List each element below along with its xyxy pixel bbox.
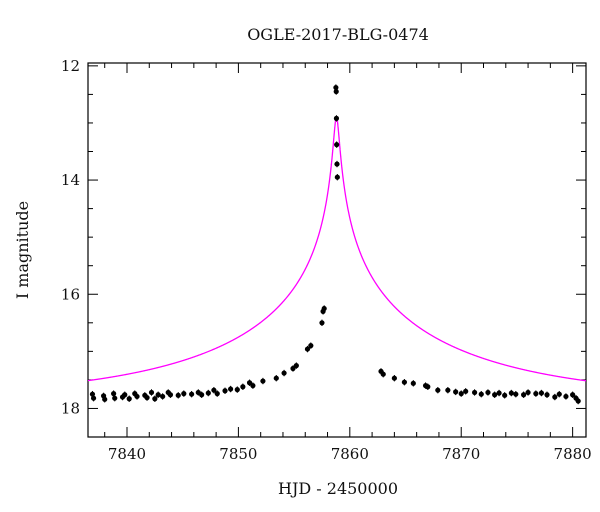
data-point — [211, 387, 217, 393]
data-point — [240, 384, 246, 390]
data-point — [160, 393, 166, 400]
data-point — [333, 84, 339, 91]
data-point — [250, 383, 256, 389]
data-point — [281, 370, 287, 376]
data-point — [463, 388, 469, 394]
data-point — [155, 392, 161, 398]
data-point — [152, 396, 158, 402]
y-tick-label: 18 — [61, 399, 80, 417]
data-point — [273, 375, 279, 381]
data-points-layer — [89, 84, 581, 405]
x-axis-title: HJD - 2450000 — [278, 479, 398, 498]
data-point — [144, 395, 150, 401]
y-tick-label: 14 — [61, 171, 80, 189]
x-tick-label: 7840 — [108, 445, 146, 463]
axes: 7840 7850 7860 7870 7880 12 14 16 18 — [61, 57, 592, 463]
y-axis-title: I magnitude — [13, 201, 32, 299]
data-point — [189, 391, 195, 397]
data-point — [111, 391, 117, 397]
data-point — [148, 389, 155, 396]
data-point — [181, 391, 187, 397]
chart-title: OGLE-2017-BLG-0474 — [247, 25, 429, 44]
data-point — [485, 389, 491, 396]
data-point — [90, 395, 97, 401]
data-point — [391, 375, 397, 381]
data-point — [102, 396, 108, 402]
x-tick-label: 7860 — [331, 445, 369, 463]
data-point — [533, 391, 539, 397]
data-point — [401, 379, 408, 385]
data-point — [333, 88, 339, 95]
data-point — [260, 378, 266, 384]
y-tick-label: 16 — [61, 285, 80, 303]
data-point — [492, 392, 498, 398]
data-point — [126, 396, 132, 402]
data-point — [304, 346, 311, 352]
data-point — [544, 392, 550, 398]
data-point — [380, 371, 386, 377]
data-point — [445, 387, 451, 393]
data-point — [458, 391, 464, 397]
x-tick-label: 7870 — [442, 445, 480, 463]
x-tick-label: 7880 — [554, 445, 592, 463]
data-point — [508, 390, 514, 396]
data-point — [471, 389, 478, 396]
data-point — [293, 363, 299, 369]
data-point — [410, 380, 416, 386]
data-point — [234, 387, 240, 393]
data-point — [334, 174, 340, 180]
data-point — [334, 142, 340, 148]
data-point — [228, 386, 234, 392]
data-point — [563, 393, 569, 400]
data-point — [175, 392, 181, 398]
data-point — [134, 393, 140, 400]
data-point — [199, 392, 205, 398]
data-point — [556, 391, 562, 397]
data-point — [552, 394, 558, 400]
data-point — [502, 392, 508, 398]
data-point — [513, 391, 519, 397]
data-point — [575, 398, 581, 404]
data-point — [538, 390, 545, 396]
data-point — [425, 384, 431, 390]
data-point — [496, 390, 502, 396]
data-point — [222, 388, 228, 394]
data-point — [308, 343, 314, 349]
data-point — [525, 389, 531, 396]
data-point — [435, 387, 441, 393]
model-curve — [87, 116, 587, 382]
data-point — [321, 305, 327, 312]
data-point — [333, 115, 340, 121]
data-point — [205, 390, 211, 396]
data-point — [112, 395, 118, 401]
y-tick-label: 12 — [61, 57, 80, 75]
data-point — [478, 391, 484, 397]
x-tick-label: 7850 — [219, 445, 257, 463]
plot-frame — [87, 62, 587, 438]
model-curve-layer — [87, 116, 587, 382]
data-point — [214, 391, 220, 397]
data-point — [122, 392, 128, 398]
data-point — [167, 392, 174, 398]
data-point — [521, 392, 527, 398]
data-point — [319, 320, 325, 326]
data-point — [453, 389, 459, 395]
data-point — [570, 392, 576, 398]
data-point — [334, 161, 340, 167]
